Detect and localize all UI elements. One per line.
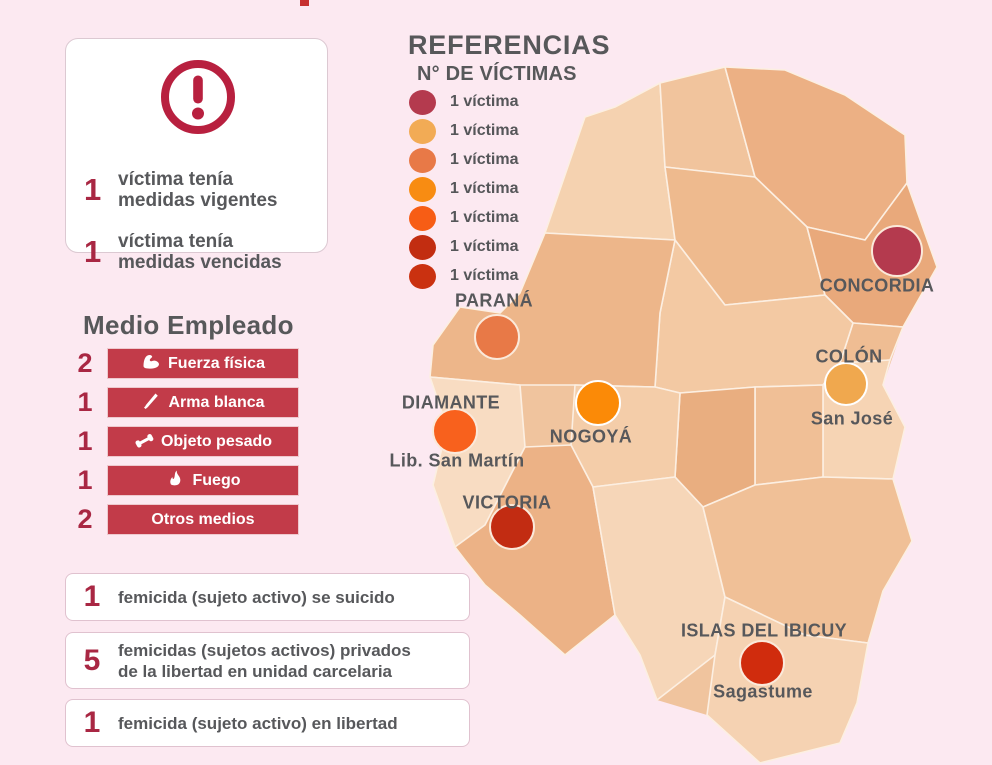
map-label-nogoya: NOGOYÁ	[549, 426, 633, 447]
alert-line1: víctima tenía	[118, 169, 234, 190]
marker-nogoya	[575, 380, 621, 426]
bar-label: Objeto pesado	[160, 432, 273, 450]
bar-fuego: Fuego	[107, 465, 299, 496]
legend-item: 1 víctima	[409, 234, 518, 260]
victim-dot-crimson	[409, 89, 436, 115]
bar-label: Fuego	[192, 471, 241, 489]
bar-label: Fuerza física	[168, 354, 265, 372]
legend-subtitle: N° DE VÍCTIMAS	[417, 63, 577, 85]
marker-islas	[739, 640, 785, 686]
bar-count: 1	[77, 426, 93, 456]
bar-label: Otros medios	[151, 510, 255, 528]
alert-row-vencidas: 1 víctima tenía medidas vencidas	[84, 231, 282, 273]
entre-rios-map	[429, 66, 938, 764]
medio-empleado-title: Medio Empleado	[83, 310, 294, 340]
bar-count: 2	[77, 504, 93, 534]
marker-victoria	[489, 504, 535, 550]
alert-line2: medidas vencidas	[118, 252, 282, 273]
status-text-line1: femicidas (sujetos activos) privados	[118, 640, 411, 660]
victim-dot-salmon	[409, 147, 436, 173]
map-label-islas-del-ibicuy: ISLAS DEL IBICUY	[680, 620, 848, 641]
bar-count: 1	[77, 387, 93, 417]
bar-row-otros-medios: 2 Otros medios	[63, 504, 299, 535]
legend-item: 1 víctima	[409, 118, 518, 144]
map-label-victoria: VICTORIA	[462, 492, 552, 513]
bar-arma-blanca: Arma blanca	[107, 387, 299, 418]
dept-islas-del-ibicuy	[706, 596, 869, 764]
fire-icon	[166, 468, 186, 493]
status-text-line2: de la libertad en unidad carcelaria	[118, 661, 392, 681]
bar-row-fuerza-fisica: 2 Fuerza física	[63, 348, 299, 379]
bar-objeto-pesado: Objeto pesado	[107, 426, 299, 457]
marker-san-jose	[824, 362, 868, 406]
victim-dot-orange	[409, 176, 436, 202]
map-label-san-jose: San José	[810, 408, 894, 429]
alert-row-vigentes: 1 víctima tenía medidas vigentes	[84, 169, 277, 211]
dept-victoria	[454, 444, 616, 656]
bar-count: 2	[77, 348, 93, 378]
legend: 1 víctima 1 víctima 1 víctima 1 víctima …	[409, 89, 518, 290]
map-label-colon: COLÓN	[815, 346, 883, 367]
bar-row-objeto-pesado: 1 Objeto pesado	[63, 426, 299, 457]
map-label-lib-san-martin: Lib. San Martín	[389, 450, 525, 471]
bar-otros-medios: Otros medios	[107, 504, 299, 535]
dept-la-paz	[544, 82, 676, 241]
marker-diamante	[432, 408, 478, 454]
dept-uruguay	[754, 384, 824, 486]
legend-title: REFERENCIAS	[408, 30, 611, 60]
bar-label: Arma blanca	[168, 393, 265, 411]
marker-concordia	[871, 225, 923, 277]
legend-item: 1 víctima	[409, 205, 518, 231]
status-text: femicida (sujeto activo) en libertad	[118, 713, 398, 733]
status-count: 1	[83, 580, 101, 613]
bar-row-fuego: 1 Fuego	[63, 465, 299, 496]
muscle-icon	[141, 351, 161, 376]
victim-dot-red	[409, 263, 436, 289]
victim-dot-orangered	[409, 205, 436, 231]
alert-line2: medidas vigentes	[118, 190, 278, 211]
map-label-parana: PARANÁ	[454, 290, 534, 311]
map-label-diamante: DIAMANTE	[401, 392, 501, 413]
marker-parana	[474, 314, 520, 360]
alert-card: 1 víctima tenía medidas vigentes 1 vícti…	[65, 38, 328, 273]
status-count: 5	[83, 643, 101, 677]
status-count: 1	[83, 706, 101, 739]
alert-count: 1	[84, 234, 102, 269]
legend-item: 1 víctima	[409, 263, 518, 289]
bar-fuerza-fisica: Fuerza física	[107, 348, 299, 379]
legend-item: 1 víctima	[409, 89, 518, 115]
medio-empleado-chart: 2 Fuerza física 1 Arma blanca 1	[63, 348, 299, 535]
victim-dot-amber	[409, 118, 436, 144]
map-label-concordia: CONCORDIA	[819, 275, 935, 296]
bar-count: 1	[77, 465, 93, 495]
alert-count: 1	[84, 172, 102, 207]
alert-exclamation-icon	[157, 56, 239, 138]
edge-fragment-decoration	[300, 0, 309, 6]
dumbbell-icon	[134, 429, 154, 454]
legend-item: 1 víctima	[409, 147, 518, 173]
status-text: femicida (sujeto activo) se suicido	[118, 587, 395, 607]
knife-icon	[141, 390, 161, 415]
victim-dot-darkred	[409, 234, 436, 260]
status-box-carcel: 5 femicidas (sujetos activos) privados d…	[65, 632, 470, 689]
bar-row-arma-blanca: 1 Arma blanca	[63, 387, 299, 418]
map-label-sagastume: Sagastume	[713, 681, 813, 702]
alert-line1: víctima tenía	[118, 231, 234, 252]
status-box-libertad: 1 femicida (sujeto activo) en libertad	[65, 699, 470, 747]
status-box-suicidio: 1 femicida (sujeto activo) se suicido	[65, 573, 470, 621]
legend-item: 1 víctima	[409, 176, 518, 202]
